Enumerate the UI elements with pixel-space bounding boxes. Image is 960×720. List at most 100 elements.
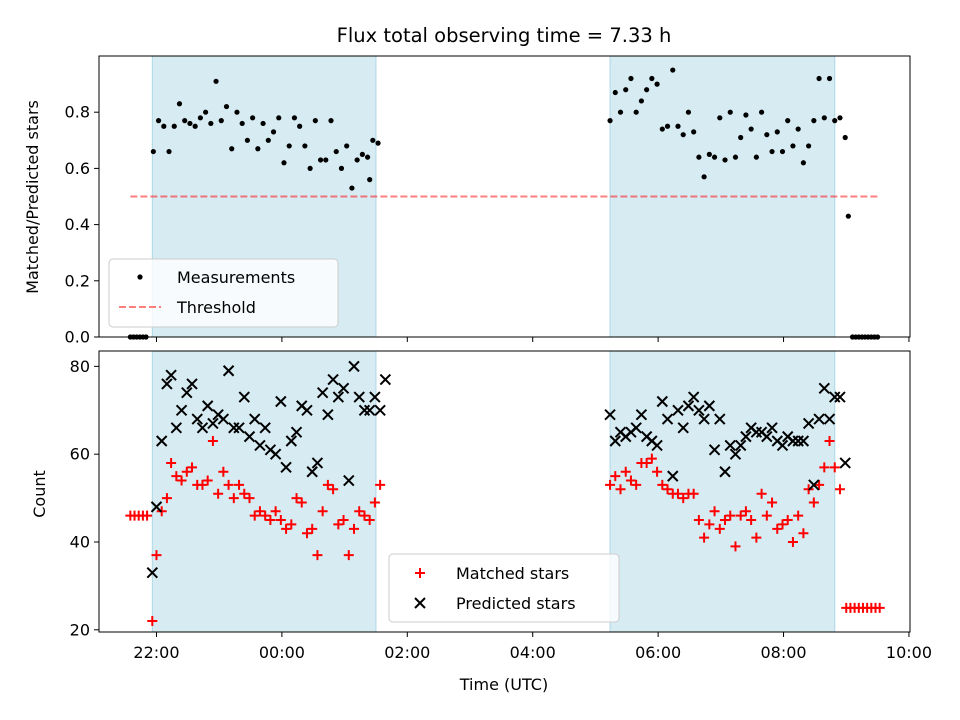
- matched-star-point: [625, 475, 636, 486]
- bottom-observing-bands: [151, 350, 836, 633]
- measurement-point: [842, 134, 848, 141]
- measurement-point: [176, 101, 183, 107]
- measurement-point: [774, 129, 780, 135]
- matched-star-point: [364, 515, 375, 526]
- measurement-point: [359, 151, 365, 157]
- measurement-point: [307, 165, 313, 171]
- measurement-point: [821, 115, 827, 121]
- matched-star-point: [641, 457, 652, 468]
- matched-star-point: [735, 510, 746, 521]
- measurement-point: [623, 87, 629, 93]
- measurement-point: [312, 118, 318, 124]
- measurement-point: [255, 146, 261, 152]
- matched-star-point: [646, 453, 657, 464]
- matched-star-point: [834, 484, 845, 495]
- measurement-point: [250, 115, 256, 121]
- top-panel: 0.00.20.40.60.8 Matched/Predicted stars …: [23, 55, 911, 347]
- predicted-star-point: [222, 365, 235, 377]
- predicted-star-point: [332, 391, 345, 403]
- x-tick-label: 08:00: [760, 643, 806, 662]
- legend-x-glyph: [414, 597, 426, 609]
- measurement-point: [722, 157, 728, 163]
- measurement-point: [265, 137, 271, 143]
- matched-star-point: [349, 523, 360, 534]
- matched-star-point: [296, 497, 307, 508]
- measurement-point: [197, 115, 203, 121]
- measurement-point: [826, 75, 833, 82]
- predicted-star-point: [834, 391, 846, 403]
- matched-star-point: [767, 497, 778, 508]
- predicted-star-point: [740, 430, 752, 443]
- legend-measurements-marker: [137, 274, 143, 280]
- measurement-point: [628, 75, 634, 82]
- measurement-point: [680, 132, 686, 138]
- matched-star-point: [291, 493, 302, 504]
- predicted-star-point: [829, 391, 841, 403]
- predicted-star-point: [155, 435, 168, 447]
- measurement-point: [664, 123, 671, 129]
- x-axis-label: Time (UTC): [459, 675, 548, 694]
- measurement-point: [811, 118, 817, 124]
- matched-star-point: [171, 471, 182, 482]
- matched-star-point: [615, 484, 626, 495]
- matched-star-point: [166, 457, 177, 468]
- matched-star-point: [234, 479, 245, 490]
- measurement-point: [281, 160, 287, 166]
- measurement-point: [203, 109, 209, 115]
- matched-star-point: [798, 528, 809, 539]
- top-legend-box: [108, 258, 339, 328]
- measurement-point: [654, 81, 660, 87]
- measurement-point: [270, 129, 277, 135]
- measurement-point: [218, 118, 224, 124]
- matched-star-point: [343, 550, 354, 561]
- matched-star-point: [730, 541, 741, 552]
- predicted-star-point: [661, 413, 674, 425]
- matched-star-point: [620, 466, 631, 477]
- measurement-point: [344, 143, 350, 149]
- predicted-star-point: [797, 435, 810, 447]
- bottom-legend-box: [388, 553, 620, 623]
- matched-star-point: [746, 515, 757, 526]
- matched-star-point: [142, 510, 153, 521]
- measurement-point: [182, 118, 188, 124]
- measurement-point: [244, 137, 251, 143]
- predicted-star-point: [714, 413, 726, 425]
- measurement-point: [286, 143, 292, 149]
- measurement-point: [234, 109, 240, 115]
- predicted-star-point: [656, 395, 669, 408]
- measurement-point: [150, 148, 156, 155]
- measurement-point: [748, 126, 754, 132]
- y-tick-label: 0.8: [65, 103, 90, 122]
- bottom-axis-ticks: 22:00 00:00 02:00 04:00 06:00 08:00 10:00 20 40 6…: [70, 357, 932, 662]
- measurement-point: [764, 132, 770, 138]
- predicted-star-point: [792, 435, 804, 447]
- legend-measurements-label: Measurements: [177, 268, 295, 287]
- measurement-point: [727, 109, 733, 115]
- matched-star-point: [714, 523, 725, 534]
- matched-star-point: [375, 479, 386, 490]
- measurement-point: [607, 118, 613, 124]
- measurement-point: [675, 123, 681, 129]
- measurement-point: [696, 154, 702, 160]
- measurement-point: [333, 148, 339, 155]
- y-tick-label: 40: [70, 532, 90, 551]
- legend-plus-glyph: [415, 568, 425, 578]
- predicted-star-point: [301, 404, 313, 416]
- predicted-star-point: [316, 387, 329, 399]
- matched-star-point: [369, 497, 380, 508]
- matched-star-point: [782, 515, 793, 526]
- predicted-star-point: [839, 457, 851, 469]
- predicted-star-point: [243, 430, 256, 443]
- measurement-point: [276, 115, 282, 121]
- predicted-star-point: [672, 404, 684, 416]
- predicted-star-point: [374, 404, 386, 416]
- predicted-star-point: [813, 413, 825, 425]
- y-tick-label: 20: [70, 620, 90, 639]
- matched-star-point: [662, 484, 673, 495]
- predicted-star-point: [677, 422, 689, 434]
- matched-star-point: [223, 479, 234, 490]
- matched-star-point: [151, 550, 162, 561]
- matched-star-point: [688, 488, 699, 499]
- predicted-star-point: [635, 408, 648, 421]
